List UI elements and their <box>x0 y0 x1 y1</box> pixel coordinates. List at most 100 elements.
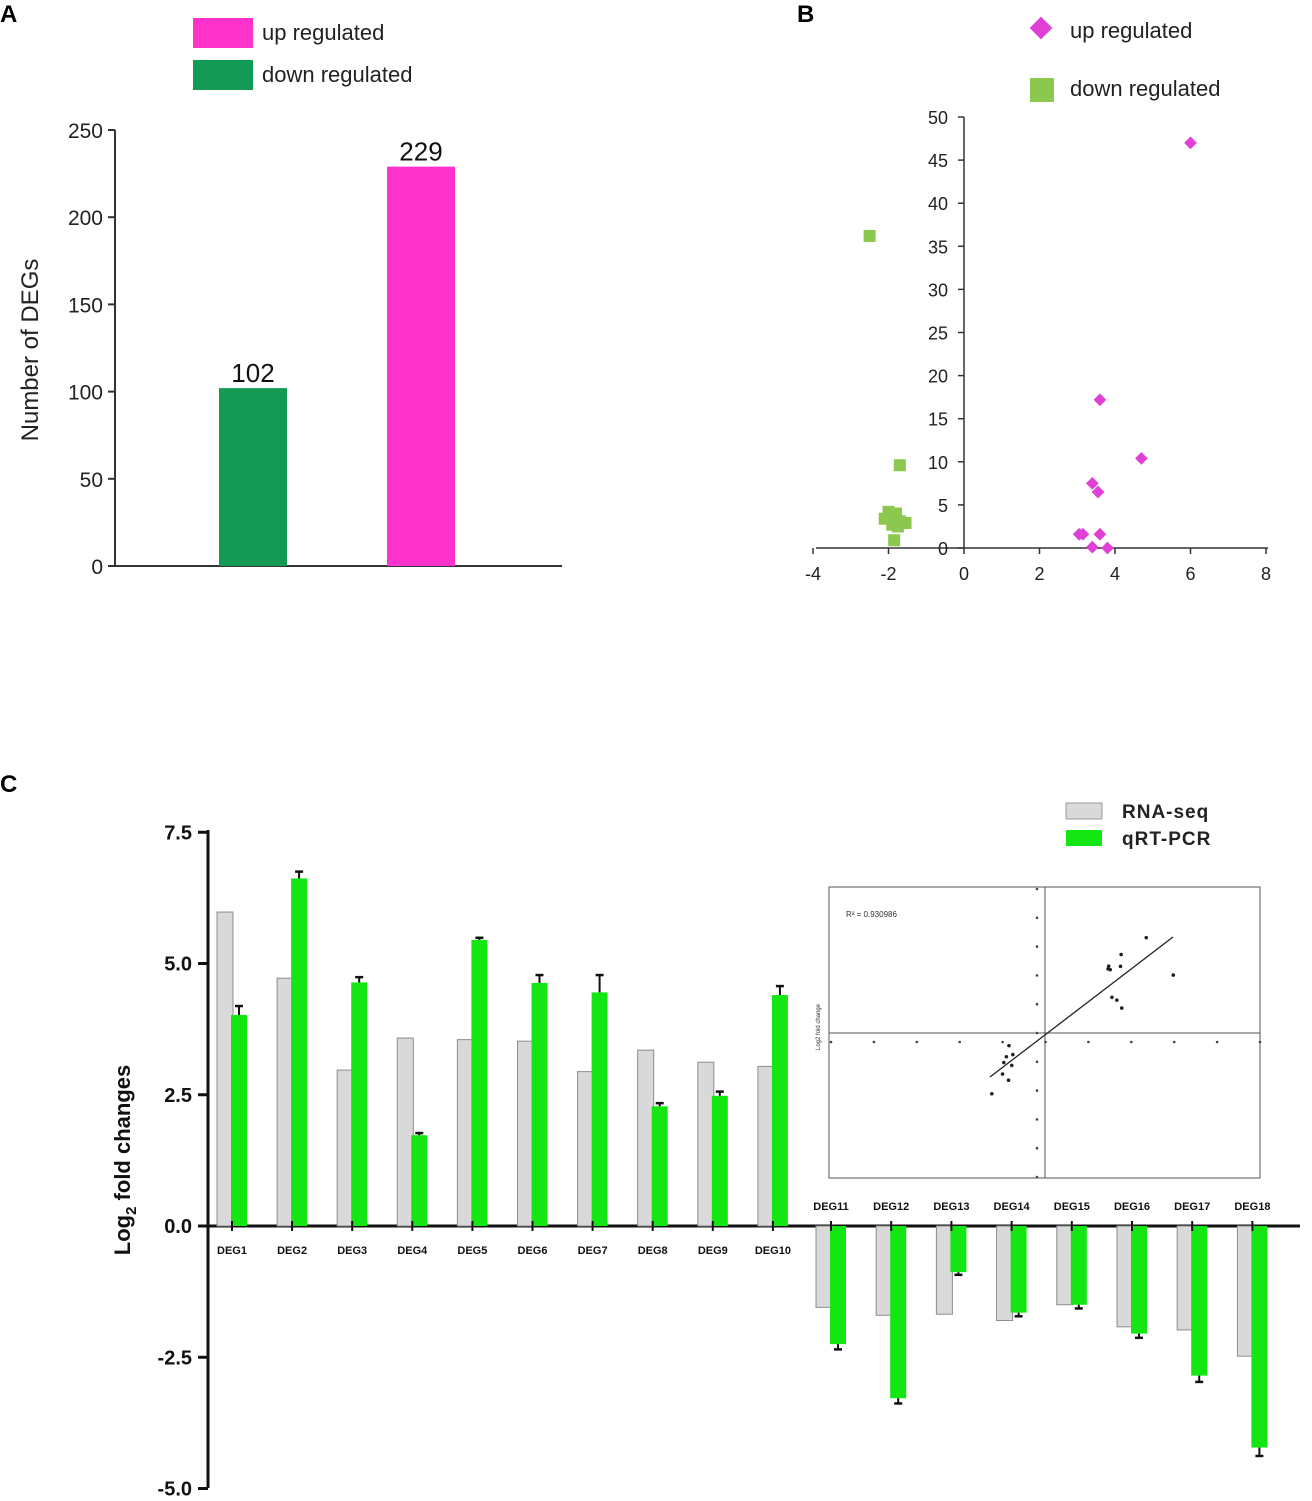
y-axis-label-log: Log <box>110 1215 135 1255</box>
inset-y-tick <box>1035 1060 1039 1064</box>
legend-qrt-pcr-swatch <box>1066 830 1102 846</box>
points <box>863 136 1197 555</box>
bar-qrt-pcr-deg16 <box>1131 1226 1147 1334</box>
inset-ticks <box>829 887 1262 1179</box>
point-down-regulated <box>888 534 901 547</box>
bar-rna-seq-deg14 <box>996 1225 1014 1321</box>
inset-x-tick <box>1130 1040 1133 1044</box>
inset-y-tick <box>1035 1175 1039 1179</box>
inset-x-tick <box>829 1040 833 1044</box>
bar-qrt-pcr-deg8 <box>651 1106 668 1226</box>
y-tick-label: 250 <box>68 120 103 143</box>
bar-rna-seq-deg4 <box>396 1037 414 1227</box>
y-tick-label: 20 <box>928 367 948 387</box>
bar-rna-seq-deg16 <box>1116 1225 1134 1328</box>
point-up-regulated <box>1093 527 1107 541</box>
category-label-deg8: DEG8 <box>638 1245 668 1257</box>
category-label-deg14: DEG14 <box>994 1201 1031 1213</box>
inset-point <box>1009 1063 1014 1068</box>
inset-point <box>1171 973 1176 977</box>
bar-qrt-pcr-deg10 <box>771 995 788 1226</box>
point-up-regulated <box>1135 451 1148 465</box>
panel-a-label: A <box>0 1 17 28</box>
inset-point <box>1108 967 1113 972</box>
bar-qrt-pcr-deg17 <box>1191 1226 1208 1376</box>
inset-point <box>1115 998 1119 1002</box>
category-label-deg17: DEG17 <box>1174 1201 1210 1213</box>
bar-rna-seq-deg13 <box>935 1225 953 1315</box>
bar-rna-seq-deg1 <box>216 911 234 1227</box>
inset-point <box>1119 952 1123 957</box>
y-tick-label: 25 <box>928 324 948 344</box>
y-tick-label: 2.5 <box>164 1085 192 1107</box>
y-tick-label: 150 <box>68 294 103 317</box>
category-label-deg3: DEG3 <box>337 1245 367 1257</box>
y-axis-label-subscript: 2 <box>123 1207 140 1215</box>
inset-x-tick <box>1172 1040 1176 1044</box>
panel-a: A up regulated down regulated 0 50 100 150 2… <box>0 1 562 579</box>
category-label-deg13: DEG13 <box>933 1201 969 1213</box>
point-down-regulated <box>891 520 904 533</box>
inset-y-tick <box>1035 887 1039 891</box>
inset-x-tick <box>1087 1040 1090 1044</box>
y-tick-label: 5 <box>938 496 948 516</box>
inset-point <box>1007 1043 1011 1048</box>
bar-qrt-pcr-deg14 <box>1010 1226 1027 1313</box>
inset-x-tick <box>1215 1040 1219 1044</box>
y-tick-label: 35 <box>928 237 948 257</box>
inset-point <box>1119 1006 1124 1010</box>
point-up-regulated <box>1101 541 1114 555</box>
bar-rna-seq-deg5 <box>456 1039 474 1227</box>
bar-down-regulated <box>219 388 287 566</box>
category-label-deg1: DEG1 <box>217 1245 247 1257</box>
y-tick-label: 30 <box>928 280 948 300</box>
category-label-deg4: DEG4 <box>397 1245 428 1257</box>
inset-x-tick <box>958 1040 961 1044</box>
inset-x-tick <box>872 1040 876 1044</box>
y-tick-label: 0.0 <box>164 1216 192 1238</box>
inset-point <box>1110 995 1114 1000</box>
inset-y-tick <box>1035 1031 1039 1035</box>
category-label-deg11: DEG11 <box>813 1201 848 1213</box>
bar-qrt-pcr-deg13 <box>950 1226 967 1273</box>
point-down-regulated <box>863 229 876 242</box>
inset-point <box>1002 1060 1006 1065</box>
inset-scatter: R² = 0.930986 Log2 fold change <box>816 886 1262 1179</box>
bar-up-regulated <box>387 166 455 566</box>
y-ticks: 0 50 100 150 200 250 <box>68 120 115 579</box>
legend-up-swatch <box>193 18 253 48</box>
category-label-deg2: DEG2 <box>277 1245 307 1257</box>
legend-down-marker <box>1030 78 1054 102</box>
inset-y-label: Log2 fold change <box>816 1003 822 1050</box>
inset-y-tick <box>1035 974 1039 977</box>
y-tick-label: -5.0 <box>158 1479 192 1501</box>
y-axis-label-rest: fold changes <box>110 1065 135 1207</box>
y-tick-label: 7.5 <box>164 822 192 844</box>
inset-point <box>1106 964 1111 968</box>
inset-x-tick <box>1001 1040 1004 1044</box>
bar-qrt-pcr-deg1 <box>231 1014 247 1226</box>
y-tick-label: 50 <box>928 108 948 128</box>
point-up-regulated <box>1093 393 1107 407</box>
inset-x-tick <box>1258 1040 1262 1044</box>
y-ticks: -5.0 -2.5 0.0 2.5 5.0 7.5 <box>158 822 208 1501</box>
inset-y-tick <box>1035 916 1039 920</box>
panel-c-label: C <box>0 771 17 798</box>
point-down-regulated <box>893 459 906 472</box>
category-label-deg9: DEG9 <box>698 1245 728 1257</box>
bar-qrt-pcr-deg2 <box>291 878 308 1226</box>
x-tick-label: -4 <box>805 564 821 584</box>
inset-y-tick <box>1035 1089 1039 1092</box>
y-tick-label: 50 <box>80 469 103 492</box>
inset-x-tick <box>1044 1040 1047 1044</box>
inset-point <box>1118 964 1123 969</box>
bar-rna-seq-deg7 <box>577 1071 595 1227</box>
panel-b-label: B <box>797 1 814 28</box>
inset-r-squared: R² = 0.930986 <box>846 910 897 919</box>
inset-points <box>990 935 1176 1096</box>
bar-value-label: 229 <box>399 137 442 167</box>
bar-value-label: 102 <box>231 358 274 388</box>
bar-rna-seq-deg9 <box>697 1061 715 1227</box>
x-tick-label: 2 <box>1034 564 1044 584</box>
